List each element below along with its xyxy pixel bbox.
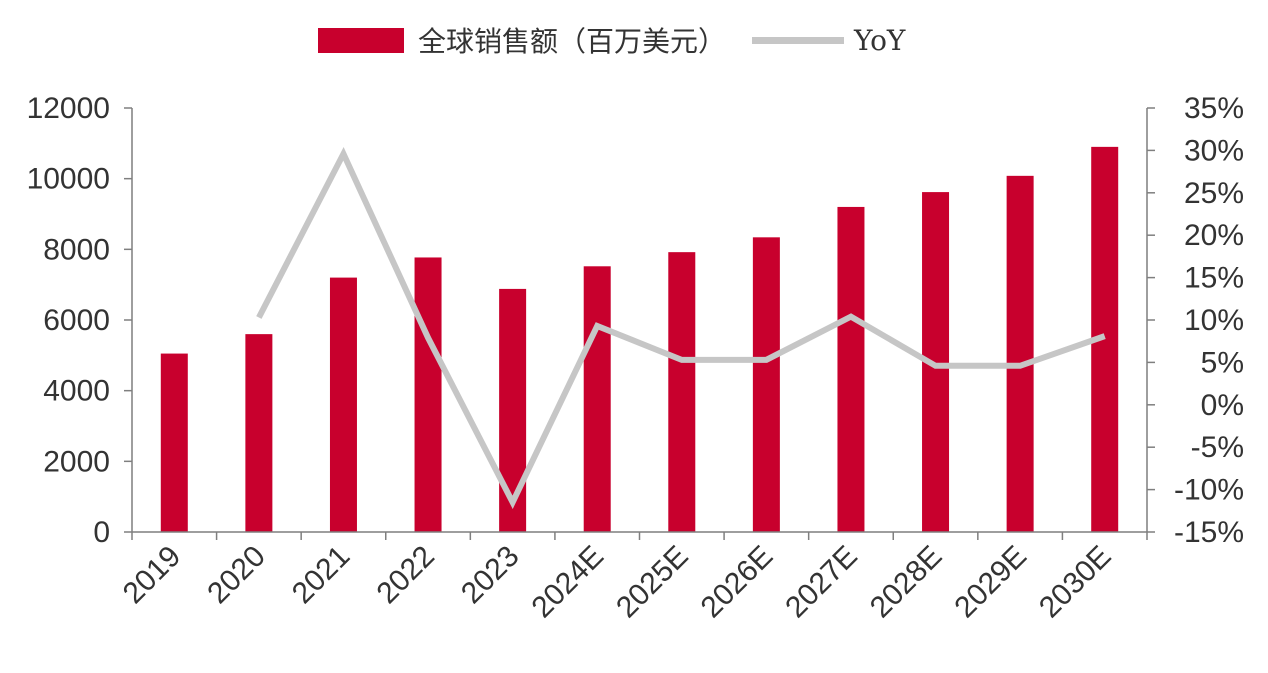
legend-swatch-line bbox=[752, 36, 845, 44]
legend-item-sales: 全球销售额（百万美元） bbox=[318, 20, 726, 60]
y-right-tick-label: 20% bbox=[1184, 219, 1244, 252]
y-left-tick-label: 10000 bbox=[27, 163, 110, 196]
chart-legend: 全球销售额（百万美元） YoY bbox=[318, 18, 931, 62]
x-tick-label-2029E: 2029E bbox=[948, 540, 1033, 625]
x-tick-label-2022: 2022 bbox=[370, 540, 441, 611]
bar-2027E bbox=[837, 206, 865, 532]
bar-2025E bbox=[668, 252, 696, 532]
x-tick-label-2026E: 2026E bbox=[695, 540, 780, 625]
bar-2020 bbox=[245, 334, 273, 532]
x-tick-label-2028E: 2028E bbox=[864, 540, 949, 625]
x-tick-label-2025E: 2025E bbox=[610, 540, 695, 625]
legend-label-sales: 全球销售额（百万美元） bbox=[418, 25, 727, 58]
y-right-tick-label: 15% bbox=[1184, 262, 1244, 295]
bar-2026E bbox=[752, 237, 780, 532]
x-tick-label-2021: 2021 bbox=[286, 540, 357, 611]
y-right-tick-label: 25% bbox=[1184, 177, 1244, 210]
bar-2029E bbox=[1006, 175, 1034, 532]
y-right-tick-label: -15% bbox=[1174, 516, 1244, 549]
y-right-tick-label: 35% bbox=[1184, 92, 1244, 125]
bar-2023 bbox=[499, 288, 527, 532]
legend-item-yoy: YoY bbox=[752, 24, 905, 57]
x-tick-label-2024E: 2024E bbox=[525, 540, 610, 625]
y-right-tick-label: -10% bbox=[1174, 474, 1244, 507]
y-right-tick-label: 10% bbox=[1184, 304, 1244, 337]
x-tick-label-2019: 2019 bbox=[117, 540, 188, 611]
y-right-tick-label: -5% bbox=[1191, 431, 1244, 464]
y-right-tick-label: 0% bbox=[1201, 389, 1244, 422]
legend-swatch-bar bbox=[318, 27, 404, 53]
bar-2024E bbox=[583, 266, 611, 532]
bar-2022 bbox=[414, 257, 442, 532]
y-left-tick-label: 0 bbox=[93, 516, 110, 549]
bar-2019 bbox=[160, 353, 188, 532]
y-right-tick-label: 30% bbox=[1184, 134, 1244, 167]
x-tick-label-2020: 2020 bbox=[201, 540, 272, 611]
y-left-tick-label: 2000 bbox=[43, 445, 110, 478]
y-left-tick-label: 6000 bbox=[43, 304, 110, 337]
x-tick-label-2030E: 2030E bbox=[1033, 540, 1118, 625]
legend-label-yoy: YoY bbox=[854, 23, 906, 57]
y-left-tick-label: 4000 bbox=[43, 375, 110, 408]
bar-2021 bbox=[329, 277, 357, 532]
x-tick-label-2027E: 2027E bbox=[779, 540, 864, 625]
y-right-tick-label: 5% bbox=[1201, 346, 1244, 379]
y-left-tick-label: 12000 bbox=[27, 92, 110, 125]
y-left-tick-label: 8000 bbox=[43, 233, 110, 266]
x-tick-label-2023: 2023 bbox=[455, 540, 526, 611]
